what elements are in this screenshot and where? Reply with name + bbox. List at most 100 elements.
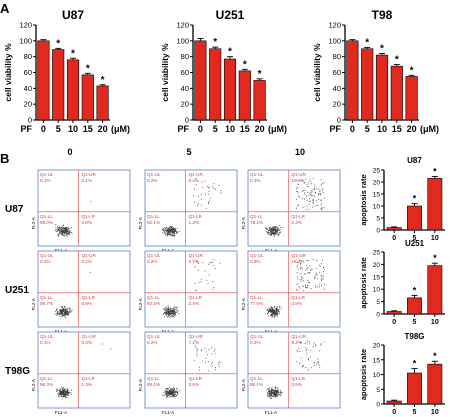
cell-dot xyxy=(204,347,206,349)
cell-dot xyxy=(318,364,320,366)
cell-dot xyxy=(64,235,66,237)
cell-dot xyxy=(165,388,167,389)
cell-dot xyxy=(70,231,71,233)
cell-dot xyxy=(172,234,174,236)
cell-dot xyxy=(211,353,213,355)
flow-dot-plot: Q1-UL0.1%Q1-UR0.1%Q1-LL99.0%Q1-LR0.8%FL2… xyxy=(31,169,131,253)
cell-dot xyxy=(67,389,69,391)
cell-dot xyxy=(196,349,198,351)
cell-dot xyxy=(269,308,271,310)
cell-dot xyxy=(265,389,267,391)
chart-1-x-prefix: PF xyxy=(177,124,189,134)
cell-dot xyxy=(318,194,319,196)
quadrant-ll-name: Q1-LL xyxy=(40,214,53,219)
cell-dot xyxy=(308,208,310,210)
cell-dot xyxy=(313,342,315,344)
cell-dot xyxy=(269,310,271,312)
chart-2-ytick-label: 120 xyxy=(328,21,341,30)
chart-0-ylabel: cell viability % xyxy=(3,43,13,102)
cell-dot xyxy=(205,207,207,209)
cell-dot xyxy=(297,183,299,185)
cell-dot xyxy=(70,310,72,312)
cell-dot xyxy=(165,390,167,392)
cell-dot xyxy=(277,228,278,230)
cell-dot xyxy=(175,306,177,308)
chart-4-title: U251 xyxy=(405,239,425,248)
cell-dot xyxy=(167,311,169,313)
cell-dot xyxy=(314,187,316,189)
quadrant-ur-name: Q1-UR xyxy=(81,172,96,177)
cell-dot xyxy=(309,282,310,283)
apoptosis-chart: T98G 0 5 10 15 20 apoptosis rate 0 * 5 * 10 xyxy=(359,332,445,416)
cell-dot xyxy=(323,268,325,270)
cell-dot xyxy=(312,202,314,204)
chart-0-xtick-label: 5 xyxy=(56,124,61,134)
chart-2-ytick-label: 80 xyxy=(333,52,341,61)
chart-4-ytick-label: 5 xyxy=(376,299,380,306)
cell-dot xyxy=(271,312,273,314)
quadrant-ul-value: 0.1% xyxy=(40,178,50,183)
quadrant-ll-name: Q1-LL xyxy=(40,295,53,300)
cell-dot xyxy=(314,277,316,279)
flow-y-axis-label: FL2-A xyxy=(241,298,246,310)
cell-dot xyxy=(319,189,321,191)
cell-dot xyxy=(64,229,66,231)
cell-dot xyxy=(322,183,323,184)
cell-dot xyxy=(66,312,68,313)
cell-dot xyxy=(313,346,314,348)
cell-dot xyxy=(200,350,202,352)
chart-2-title: T98 xyxy=(372,8,393,22)
cell-dot xyxy=(296,349,298,351)
cell-dot xyxy=(299,287,301,289)
chart-1-bar xyxy=(238,70,251,121)
cell-dot xyxy=(67,397,69,398)
chart-4-ytick-label: 0 xyxy=(376,312,380,319)
cell-dot xyxy=(173,232,174,234)
cell-dot xyxy=(170,235,172,236)
cell-dot xyxy=(173,230,175,232)
cell-dot xyxy=(62,394,64,395)
cell-dot xyxy=(67,391,69,393)
chart-0-bar xyxy=(52,49,65,121)
cell-dot xyxy=(194,344,196,346)
cell-dot xyxy=(215,367,216,368)
cell-dot xyxy=(276,225,278,227)
cell-dot xyxy=(167,394,169,396)
cell-dot xyxy=(60,306,62,308)
cell-dot xyxy=(279,395,281,397)
cell-dot xyxy=(64,310,66,312)
quadrant-ll-value: 92.1% xyxy=(147,220,160,225)
cell-dot xyxy=(198,263,200,264)
flow-column-header: 10 xyxy=(295,147,305,157)
cell-dot xyxy=(309,200,311,202)
cell-dot xyxy=(173,229,175,231)
cell-dot xyxy=(56,390,58,392)
cell-dot xyxy=(214,188,216,190)
cell-dot xyxy=(66,393,68,395)
cell-dot xyxy=(176,232,177,234)
chart-5-ytick-label: 15 xyxy=(373,357,381,364)
cell-dot xyxy=(59,389,61,391)
cell-dot xyxy=(297,351,299,353)
cell-dot xyxy=(65,396,67,398)
cell-dot xyxy=(60,310,62,312)
quadrant-ur-name: Q1-UR xyxy=(81,334,96,339)
cell-dot xyxy=(300,278,302,280)
cell-dot xyxy=(274,396,276,398)
chart-2-xtick-label: 20 xyxy=(407,124,417,134)
cell-dot xyxy=(271,228,273,229)
cell-dot xyxy=(321,259,323,261)
cell-dot xyxy=(323,341,325,343)
cell-dot xyxy=(267,312,268,314)
chart-4-xtick-label: 5 xyxy=(413,319,417,326)
cell-dot xyxy=(208,361,210,363)
cell-dot xyxy=(304,273,306,275)
cell-dot xyxy=(176,387,178,389)
cell-dot xyxy=(274,230,276,232)
flow-x-axis-label: FL1-A xyxy=(265,410,277,415)
cell-dot xyxy=(173,309,175,311)
cell-dot xyxy=(170,231,172,233)
cell-dot xyxy=(65,394,67,395)
cell-dot xyxy=(69,307,71,309)
